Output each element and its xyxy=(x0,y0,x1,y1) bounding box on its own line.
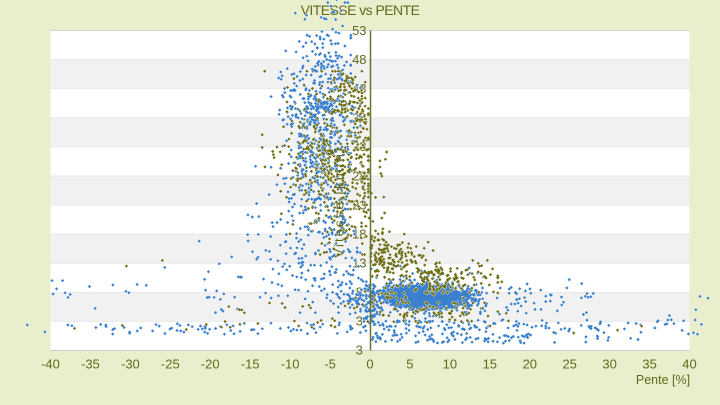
svg-text:3: 3 xyxy=(356,314,363,329)
svg-text:15: 15 xyxy=(483,357,497,372)
svg-text:-5: -5 xyxy=(324,357,336,372)
svg-text:5: 5 xyxy=(406,357,413,372)
svg-text:35: 35 xyxy=(642,357,656,372)
svg-text:10: 10 xyxy=(443,357,457,372)
svg-text:3: 3 xyxy=(356,343,363,358)
svg-text:40: 40 xyxy=(682,357,696,372)
svg-text:0: 0 xyxy=(366,357,373,372)
svg-text:13: 13 xyxy=(352,255,366,270)
svg-text:VITESSE vs PENTE: VITESSE vs PENTE xyxy=(301,2,420,18)
svg-text:-15: -15 xyxy=(241,357,260,372)
svg-text:25: 25 xyxy=(562,357,576,372)
svg-text:-25: -25 xyxy=(161,357,180,372)
svg-text:-40: -40 xyxy=(41,357,60,372)
svg-text:-10: -10 xyxy=(281,357,300,372)
svg-text:30: 30 xyxy=(602,357,616,372)
svg-text:-35: -35 xyxy=(81,357,100,372)
svg-text:Pente [%]: Pente [%] xyxy=(636,373,690,387)
svg-text:-30: -30 xyxy=(121,357,140,372)
svg-text:-20: -20 xyxy=(201,357,220,372)
svg-text:20: 20 xyxy=(523,357,537,372)
svg-text:53: 53 xyxy=(352,23,366,38)
svg-text:Vitesse [km/h]: Vitesse [km/h] xyxy=(332,146,347,257)
svg-text:48: 48 xyxy=(352,52,366,67)
